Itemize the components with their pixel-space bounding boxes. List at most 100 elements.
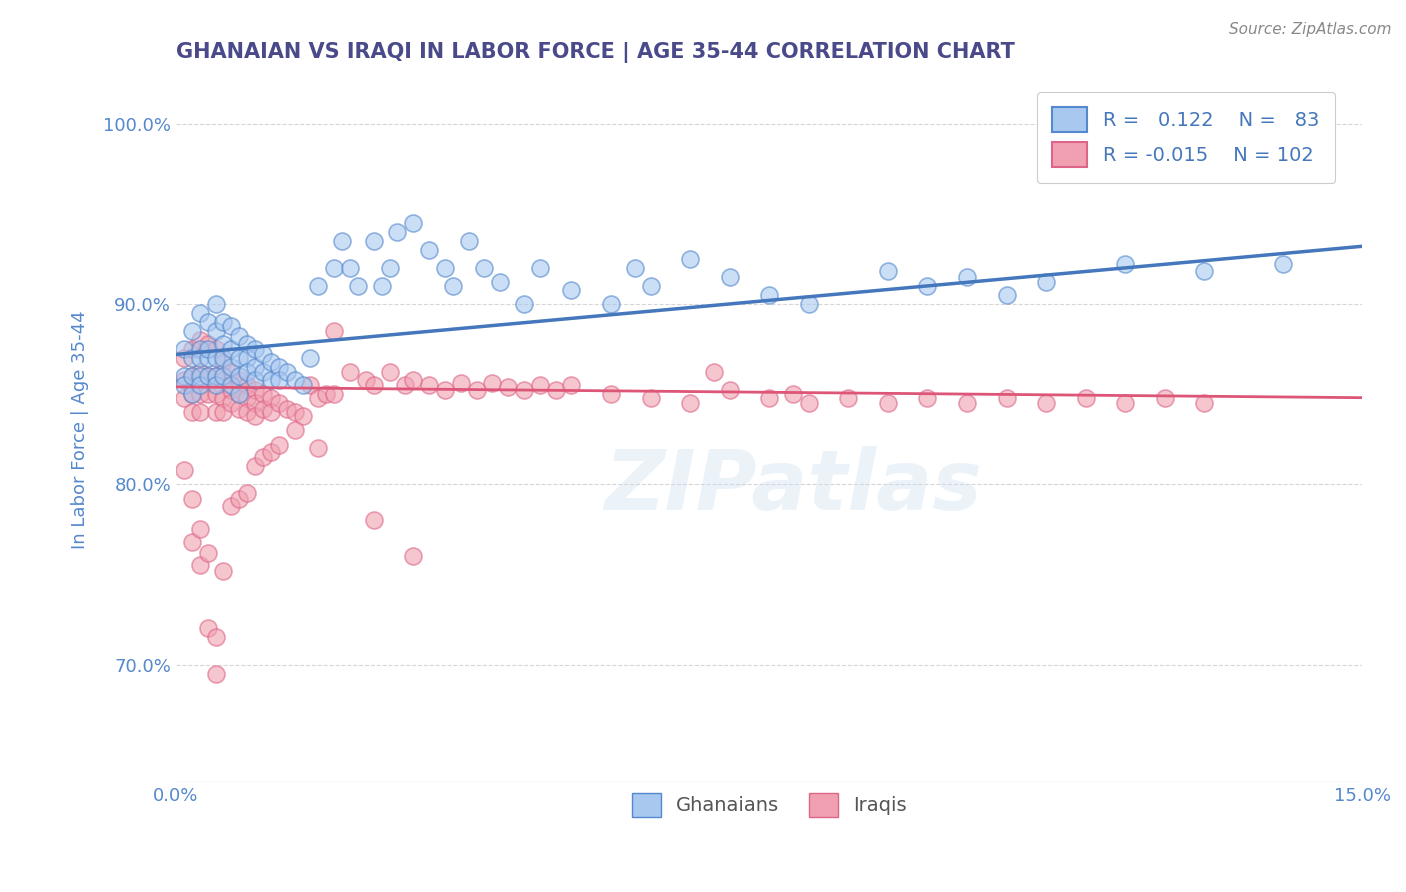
Point bbox=[600, 297, 623, 311]
Point bbox=[339, 260, 361, 275]
Point bbox=[197, 546, 219, 560]
Point bbox=[323, 387, 346, 401]
Point bbox=[640, 279, 662, 293]
Point bbox=[197, 315, 219, 329]
Point bbox=[173, 351, 195, 365]
Point bbox=[1114, 257, 1136, 271]
Point bbox=[212, 369, 235, 384]
Point bbox=[323, 324, 346, 338]
Point bbox=[236, 351, 259, 365]
Point bbox=[260, 373, 283, 387]
Point bbox=[236, 336, 259, 351]
Point bbox=[197, 342, 219, 356]
Point bbox=[1272, 257, 1295, 271]
Point bbox=[995, 288, 1018, 302]
Point bbox=[197, 387, 219, 401]
Point bbox=[197, 369, 219, 384]
Point bbox=[474, 260, 496, 275]
Point bbox=[212, 315, 235, 329]
Point bbox=[188, 405, 211, 419]
Point bbox=[212, 351, 235, 365]
Point bbox=[394, 378, 416, 392]
Point bbox=[236, 366, 259, 380]
Point bbox=[339, 366, 361, 380]
Point bbox=[197, 336, 219, 351]
Point bbox=[228, 401, 250, 416]
Point bbox=[188, 306, 211, 320]
Point bbox=[212, 391, 235, 405]
Point bbox=[180, 387, 202, 401]
Point bbox=[180, 387, 202, 401]
Point bbox=[188, 522, 211, 536]
Point bbox=[378, 366, 401, 380]
Point bbox=[299, 351, 322, 365]
Point bbox=[212, 373, 235, 387]
Point bbox=[204, 369, 226, 384]
Point bbox=[252, 401, 274, 416]
Point bbox=[243, 359, 266, 374]
Point bbox=[600, 387, 623, 401]
Point bbox=[560, 378, 582, 392]
Point bbox=[221, 378, 243, 392]
Legend: Ghanaians, Iraqis: Ghanaians, Iraqis bbox=[624, 786, 915, 825]
Point bbox=[204, 297, 226, 311]
Text: Source: ZipAtlas.com: Source: ZipAtlas.com bbox=[1229, 22, 1392, 37]
Point bbox=[180, 369, 202, 384]
Point bbox=[837, 391, 859, 405]
Point bbox=[212, 405, 235, 419]
Point bbox=[228, 351, 250, 365]
Point bbox=[284, 373, 307, 387]
Point bbox=[260, 405, 283, 419]
Point bbox=[243, 396, 266, 410]
Point bbox=[782, 387, 804, 401]
Point bbox=[797, 396, 820, 410]
Point bbox=[1194, 396, 1216, 410]
Point bbox=[180, 491, 202, 506]
Point bbox=[1035, 396, 1057, 410]
Point bbox=[917, 391, 939, 405]
Point bbox=[236, 378, 259, 392]
Point bbox=[204, 666, 226, 681]
Point bbox=[291, 378, 314, 392]
Point bbox=[307, 391, 329, 405]
Point bbox=[276, 401, 298, 416]
Point bbox=[703, 366, 725, 380]
Point bbox=[204, 387, 226, 401]
Point bbox=[481, 376, 503, 391]
Point bbox=[180, 324, 202, 338]
Point bbox=[221, 499, 243, 513]
Point bbox=[433, 260, 456, 275]
Point bbox=[228, 387, 250, 401]
Point bbox=[267, 359, 290, 374]
Point bbox=[284, 423, 307, 437]
Point bbox=[243, 373, 266, 387]
Point bbox=[267, 437, 290, 451]
Point bbox=[758, 391, 780, 405]
Point bbox=[418, 243, 440, 257]
Point bbox=[276, 366, 298, 380]
Point bbox=[236, 486, 259, 500]
Point bbox=[252, 347, 274, 361]
Point bbox=[228, 329, 250, 343]
Point bbox=[252, 450, 274, 465]
Point bbox=[797, 297, 820, 311]
Point bbox=[173, 378, 195, 392]
Point bbox=[204, 369, 226, 384]
Point bbox=[180, 369, 202, 384]
Point bbox=[877, 396, 900, 410]
Point bbox=[418, 378, 440, 392]
Text: ZIPatlas: ZIPatlas bbox=[605, 446, 981, 527]
Point bbox=[221, 318, 243, 333]
Point bbox=[489, 275, 512, 289]
Point bbox=[180, 342, 202, 356]
Point bbox=[243, 459, 266, 474]
Point bbox=[204, 405, 226, 419]
Point bbox=[212, 564, 235, 578]
Point bbox=[284, 405, 307, 419]
Point bbox=[450, 376, 472, 391]
Point bbox=[212, 354, 235, 368]
Point bbox=[260, 391, 283, 405]
Point bbox=[995, 391, 1018, 405]
Point bbox=[758, 288, 780, 302]
Point bbox=[457, 234, 479, 248]
